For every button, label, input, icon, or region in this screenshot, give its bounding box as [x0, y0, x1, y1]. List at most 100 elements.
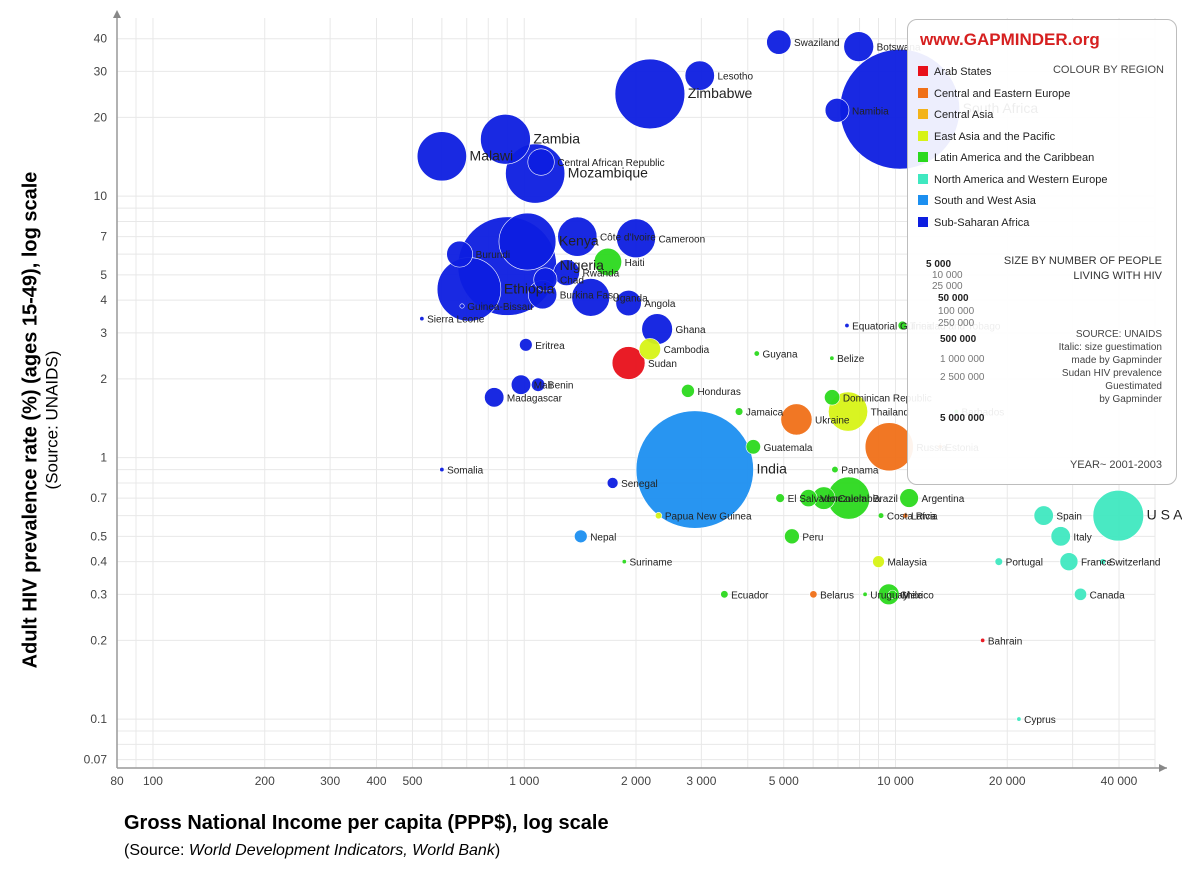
bubble-label: Papua New Guinea	[665, 512, 752, 523]
y-tick-label: 1	[100, 451, 107, 465]
bubble-botswana	[843, 31, 874, 62]
bubble-suriname	[621, 559, 627, 565]
bubble-label: Mexico	[902, 590, 934, 601]
bubble-label: Botswana	[877, 43, 921, 54]
x-tick-label: 300	[320, 774, 340, 788]
bubble-label: Senegal	[621, 479, 658, 490]
region-swatch	[918, 66, 928, 76]
size-legend-item: 500 000	[940, 334, 977, 345]
bubble-sudan	[611, 346, 646, 380]
x-tick-label: 100	[143, 774, 163, 788]
gapminder-logo[interactable]: www.GAPMINDER.org	[920, 30, 1100, 49]
bubble-trinidad-and-tobago	[897, 320, 908, 331]
x-tick-label: 40 000	[1101, 774, 1138, 788]
region-legend-item[interactable]: East Asia and the Pacific	[918, 130, 1056, 143]
bubble-latvia	[902, 512, 909, 519]
bubble-eritrea	[519, 338, 533, 352]
bubble-label: U S A	[1147, 507, 1182, 523]
x-tick-label: 200	[255, 774, 275, 788]
bubble-label: Benin	[548, 381, 574, 392]
size-legend-item: 10 000	[932, 270, 963, 281]
bubble-jamaica	[734, 407, 744, 416]
region-swatch	[918, 216, 928, 227]
bubble-label: Zambia	[533, 130, 580, 146]
bubble-cameroon	[616, 218, 656, 259]
bubble-label: Kenya	[559, 233, 599, 249]
bubble-label: Cambodia	[664, 345, 710, 356]
x-tick-label: 80	[110, 774, 124, 788]
bubble-label: Italy	[1073, 532, 1091, 543]
bubble-label: Honduras	[697, 387, 740, 398]
x-axis-source-prefix: (Source:	[124, 842, 189, 859]
bubble-label: India	[757, 461, 788, 477]
bubble-namibia	[824, 98, 850, 123]
bubble-label: Ukraine	[815, 415, 850, 426]
bubble-label: Thailand	[871, 408, 909, 419]
bubble-ecuador	[720, 590, 729, 599]
x-tick-label: 10 000	[877, 774, 914, 788]
bubble-label: Guyana	[763, 350, 798, 361]
region-legend-item[interactable]: Sub-Saharan Africa	[918, 216, 1030, 229]
y-tick-label: 4	[100, 293, 107, 307]
bubble-angola	[615, 290, 642, 317]
bubble-zambia	[480, 114, 531, 165]
region-legend-item[interactable]: South and West Asia	[918, 195, 1036, 207]
bubble-label: Costa Rica	[887, 512, 936, 523]
bubble-label: Cameroon	[658, 234, 705, 245]
region-legend-item[interactable]: Latin America and the Caribbean	[918, 152, 1094, 164]
bubble-equatorial-guinea	[844, 323, 850, 329]
bubble-label: Portugal	[1006, 558, 1043, 569]
region-label: East Asia and the Pacific	[934, 130, 1056, 143]
y-tick-label: 20	[94, 110, 108, 124]
bubble-chile	[888, 589, 898, 599]
size-legend-item: 5 000 000	[940, 413, 985, 424]
bubble-label: Angola	[644, 299, 676, 310]
bubble-label: Côte d'Ivoire	[600, 233, 656, 244]
bubble-label: Lesotho	[717, 72, 753, 83]
bubble-belarus	[809, 590, 818, 599]
bubble-el-salvador	[775, 493, 785, 503]
size-legend-item: 50 000	[938, 293, 969, 304]
bubble-label: Uruguay	[870, 590, 908, 601]
bubble-haiti	[593, 247, 622, 277]
size-legend-item: 25 000	[932, 281, 963, 292]
y-axis-label: Adult HIV prevalence rate (%) (ages 15-4…	[10, 60, 72, 780]
bubble-label: Peru	[802, 532, 823, 543]
bubble-dominican-republic	[824, 389, 841, 406]
region-swatch	[918, 109, 928, 119]
bubbles	[416, 29, 1144, 722]
region-legend-item[interactable]: Arab States	[918, 66, 991, 78]
bubble-india	[635, 410, 754, 529]
region-swatch	[918, 173, 928, 184]
bubble-somalia	[439, 467, 445, 473]
bubble-benin	[531, 377, 546, 392]
bubble-lesotho	[684, 60, 715, 91]
x-tick-label: 1 000	[509, 774, 539, 788]
region-label: Sub-Saharan Africa	[934, 216, 1030, 229]
y-tick-label: 0.3	[90, 587, 107, 601]
bubble-peru	[784, 528, 800, 545]
bubble-ukraine	[780, 403, 813, 436]
bubble-belize	[829, 355, 835, 361]
region-swatch	[918, 130, 928, 141]
bubble-malawi	[416, 131, 467, 182]
region-legend-item[interactable]: Central Asia	[918, 109, 993, 121]
y-tick-label: 0.4	[90, 555, 107, 569]
bubble-papua-new-guinea	[654, 512, 663, 520]
bubble-burundi	[446, 240, 473, 268]
legend-panel: www.GAPMINDER.org COLOUR BY REGION Arab …	[907, 19, 1177, 485]
bubble-label: Venezuela	[820, 494, 867, 505]
bubble-senegal	[606, 477, 619, 489]
bubble-madagascar	[484, 387, 505, 408]
bubble-label: Namibia	[852, 106, 889, 117]
region-label: Central Asia	[934, 109, 994, 121]
bubble-label: Ecuador	[731, 590, 769, 601]
bubble-label: Latvia	[911, 512, 938, 523]
region-legend-item[interactable]: Central and Eastern Europe	[918, 87, 1070, 100]
x-tick-label: 400	[366, 774, 386, 788]
bubble-label: Burkina Faso	[560, 291, 619, 302]
region-label: North America and Western Europe	[934, 173, 1108, 186]
region-legend-item[interactable]: North America and Western Europe	[918, 173, 1108, 186]
size-legend-title: SIZE BY NUMBER OF PEOPLE LIVING WITH HIV	[1003, 255, 1162, 282]
bubble-sierra-leone	[419, 316, 425, 322]
